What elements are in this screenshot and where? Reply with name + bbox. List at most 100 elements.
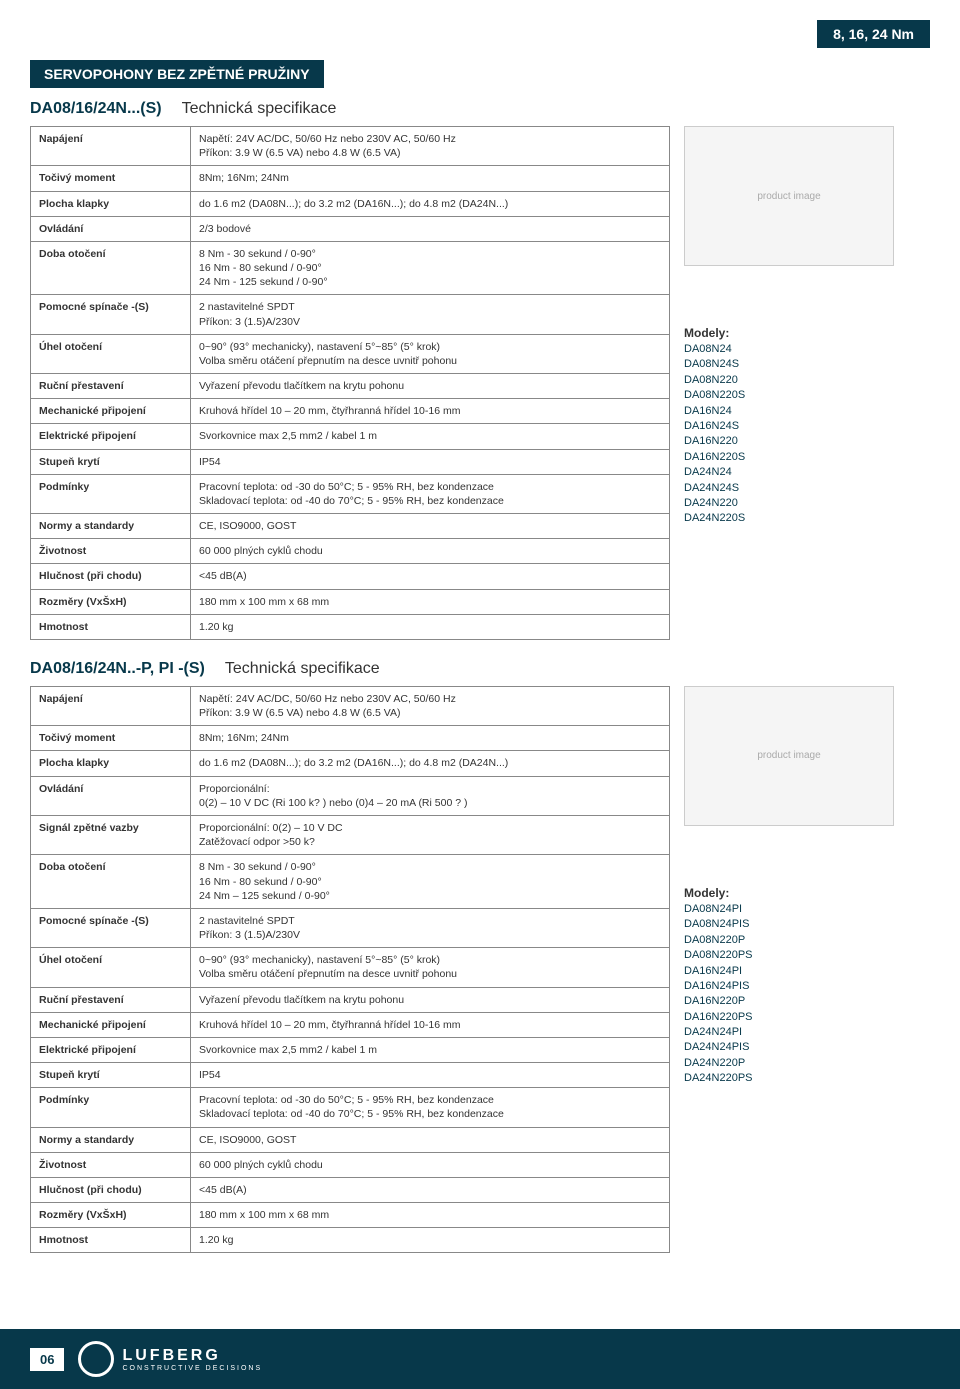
spec-value: CE, ISO9000, GOST: [191, 1127, 670, 1152]
table-row: Rozměry (VxŠxH)180 mm x 100 mm x 68 mm: [31, 1203, 670, 1228]
spec-value: Kruhová hřídel 10 – 20 mm, čtyřhranná hř…: [191, 399, 670, 424]
model-item: DA08N220P: [684, 933, 894, 948]
spec-value: Proporcionální: 0(2) – 10 V DC (Ri 100 k…: [191, 776, 670, 815]
model-item: DA16N24PIS: [684, 979, 894, 994]
spec-label: Elektrické připojení: [31, 424, 191, 449]
spec-value: 1.20 kg: [191, 614, 670, 639]
spec-label: Hmotnost: [31, 614, 191, 639]
torque-badge: 8, 16, 24 Nm: [817, 20, 930, 48]
page-number: 06: [30, 1348, 64, 1371]
spec-label: Napájení: [31, 127, 191, 166]
spec-label: Ruční přestavení: [31, 987, 191, 1012]
section2-title: DA08/16/24N..-P, PI -(S) Technická speci…: [30, 660, 930, 678]
model-item: DA08N220S: [684, 388, 894, 403]
table-row: Točivý moment8Nm; 16Nm; 24Nm: [31, 166, 670, 191]
spec-value: Napětí: 24V AC/DC, 50/60 Hz nebo 230V AC…: [191, 686, 670, 725]
table-row: Rozměry (VxŠxH)180 mm x 100 mm x 68 mm: [31, 589, 670, 614]
spec-label: Ovládání: [31, 776, 191, 815]
table-row: Elektrické připojeníSvorkovnice max 2,5 …: [31, 1037, 670, 1062]
spec-label: Rozměry (VxŠxH): [31, 1203, 191, 1228]
spec-label: Mechanické připojení: [31, 399, 191, 424]
model-item: DA16N24PI: [684, 964, 894, 979]
model-item: DA08N220: [684, 373, 894, 388]
spec-value: 2 nastavitelné SPDT Příkon: 3 (1.5)A/230…: [191, 295, 670, 334]
spec-value: 8 Nm - 30 sekund / 0-90° 16 Nm - 80 seku…: [191, 855, 670, 909]
spec-label: Podmínky: [31, 1088, 191, 1127]
model-item: DA24N24: [684, 465, 894, 480]
table-row: Hlučnost (při chodu)<45 dB(A): [31, 564, 670, 589]
models-label-1: Modely:: [684, 326, 894, 340]
table-row: Stupeň krytíIP54: [31, 1063, 670, 1088]
models-box-1: Modely: DA08N24DA08N24SDA08N220DA08N220S…: [684, 326, 894, 527]
spec-label: Elektrické připojení: [31, 1037, 191, 1062]
spec-value: 2/3 bodové: [191, 216, 670, 241]
table-row: Ruční přestaveníVyřazení převodu tlačítk…: [31, 987, 670, 1012]
spec-value: Vyřazení převodu tlačítkem na krytu poho…: [191, 374, 670, 399]
spec-label: Rozměry (VxŠxH): [31, 589, 191, 614]
spec-label: Pomocné spínače -(S): [31, 908, 191, 947]
table-row: Stupeň krytíIP54: [31, 449, 670, 474]
model-item: DA24N220S: [684, 511, 894, 526]
spec-value: 8Nm; 16Nm; 24Nm: [191, 166, 670, 191]
spec-value: 0~90° (93° mechanicky), nastavení 5°~85°…: [191, 948, 670, 987]
model-item: DA08N24: [684, 342, 894, 357]
section2-label: Technická specifikace: [225, 660, 380, 678]
logo-text-main: LUFBERG: [122, 1347, 262, 1365]
spec-label: Hlučnost (při chodu): [31, 564, 191, 589]
spec-label: Točivý moment: [31, 726, 191, 751]
spec-label: Mechanické připojení: [31, 1012, 191, 1037]
spec-label: Hmotnost: [31, 1228, 191, 1253]
spec-label: Úhel otočení: [31, 334, 191, 373]
model-item: DA16N24S: [684, 419, 894, 434]
model-item: DA08N220PS: [684, 948, 894, 963]
table-row: PodmínkyPracovní teplota: od -30 do 50°C…: [31, 1088, 670, 1127]
section1-code: DA08/16/24N...(S): [30, 100, 162, 118]
section2-code: DA08/16/24N..-P, PI -(S): [30, 660, 205, 678]
spec-value: <45 dB(A): [191, 564, 670, 589]
section1-title: DA08/16/24N...(S) Technická specifikace: [30, 100, 930, 118]
table-row: Mechanické připojeníKruhová hřídel 10 – …: [31, 399, 670, 424]
spec-label: Napájení: [31, 686, 191, 725]
model-item: DA24N24PI: [684, 1025, 894, 1040]
spec-value: 2 nastavitelné SPDT Příkon: 3 (1.5)A/230…: [191, 908, 670, 947]
model-item: DA16N220PS: [684, 1010, 894, 1025]
spec-label: Plocha klapky: [31, 751, 191, 776]
spec-label: Plocha klapky: [31, 191, 191, 216]
table-row: Životnost60 000 plných cyklů chodu: [31, 1152, 670, 1177]
page-header: SERVOPOHONY BEZ ZPĚTNÉ PRUŽINY: [30, 60, 324, 88]
table-row: Životnost60 000 plných cyklů chodu: [31, 539, 670, 564]
spec-label: Ovládání: [31, 216, 191, 241]
spec-label: Stupeň krytí: [31, 449, 191, 474]
spec-label: Životnost: [31, 1152, 191, 1177]
spec-value: 8 Nm - 30 sekund / 0-90° 16 Nm - 80 seku…: [191, 241, 670, 295]
section1-label: Technická specifikace: [182, 100, 337, 118]
table-row: Plocha klapkydo 1.6 m2 (DA08N...); do 3.…: [31, 751, 670, 776]
spec-value: CE, ISO9000, GOST: [191, 514, 670, 539]
table-row: OvládáníProporcionální: 0(2) – 10 V DC (…: [31, 776, 670, 815]
table-row: Úhel otočení0~90° (93° mechanicky), nast…: [31, 334, 670, 373]
table-row: Mechanické připojeníKruhová hřídel 10 – …: [31, 1012, 670, 1037]
spec-label: Hlučnost (při chodu): [31, 1177, 191, 1202]
spec-value: 1.20 kg: [191, 1228, 670, 1253]
table-row: Točivý moment8Nm; 16Nm; 24Nm: [31, 726, 670, 751]
spec-label: Normy a standardy: [31, 514, 191, 539]
spec-label: Podmínky: [31, 474, 191, 513]
spec-value: IP54: [191, 1063, 670, 1088]
spec-label: Normy a standardy: [31, 1127, 191, 1152]
spec-value: do 1.6 m2 (DA08N...); do 3.2 m2 (DA16N..…: [191, 751, 670, 776]
model-item: DA16N220P: [684, 994, 894, 1009]
model-item: DA16N220: [684, 434, 894, 449]
table-row: Hmotnost1.20 kg: [31, 614, 670, 639]
product-image-2: product image: [684, 686, 894, 826]
spec-value: 60 000 plných cyklů chodu: [191, 1152, 670, 1177]
spec-value: Napětí: 24V AC/DC, 50/60 Hz nebo 230V AC…: [191, 127, 670, 166]
spec-value: 0~90° (93° mechanicky), nastavení 5°~85°…: [191, 334, 670, 373]
spec-value: 60 000 plných cyklů chodu: [191, 539, 670, 564]
table-row: PodmínkyPracovní teplota: od -30 do 50°C…: [31, 474, 670, 513]
table-row: Ovládání2/3 bodové: [31, 216, 670, 241]
model-item: DA24N220: [684, 496, 894, 511]
spec-label: Pomocné spínače -(S): [31, 295, 191, 334]
spec-value: Svorkovnice max 2,5 mm2 / kabel 1 m: [191, 1037, 670, 1062]
table-row: Úhel otočení0~90° (93° mechanicky), nast…: [31, 948, 670, 987]
spec-value: Proporcionální: 0(2) – 10 V DC Zatěžovac…: [191, 815, 670, 854]
